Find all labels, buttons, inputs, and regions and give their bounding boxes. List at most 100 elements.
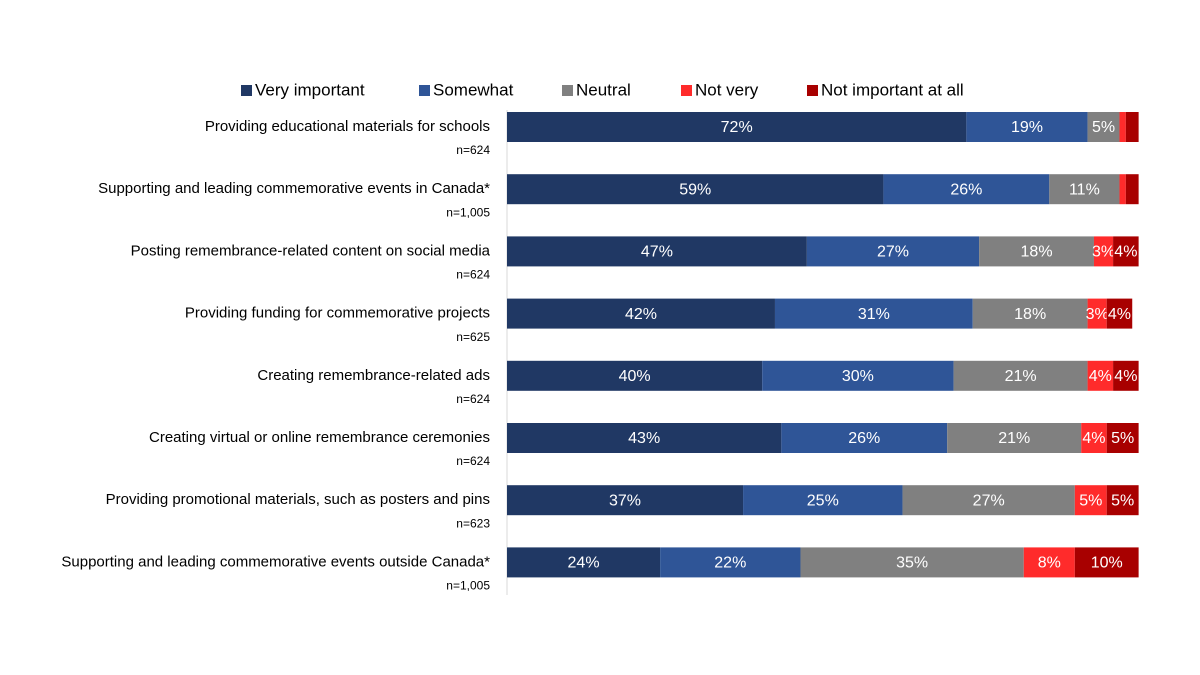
bar-segment: [660, 547, 801, 578]
value-label: 5%: [1111, 492, 1134, 509]
value-label: 27%: [877, 244, 909, 261]
value-label: 72%: [721, 119, 753, 136]
bar-segment: [1125, 112, 1139, 142]
value-label: 26%: [848, 430, 880, 447]
bar-segment: [507, 423, 782, 453]
bar-segment: [762, 360, 954, 391]
bar-segment: [1087, 112, 1120, 142]
sample-size: n=1,005: [446, 205, 490, 219]
legend-label: Very important: [255, 80, 365, 99]
bar-segment: [1049, 174, 1120, 205]
value-label: 18%: [1014, 306, 1046, 323]
sample-size: n=624: [456, 268, 490, 282]
value-label: 10%: [1091, 555, 1123, 572]
bar-segment: [1113, 360, 1139, 391]
bar-segment: [1106, 298, 1133, 329]
sample-size: n=624: [456, 143, 490, 157]
value-label: 22%: [714, 555, 746, 572]
bar-segment: [947, 423, 1082, 453]
value-label: 43%: [628, 430, 660, 447]
bar-segment: [1119, 112, 1126, 142]
value-label: 19%: [1011, 119, 1043, 136]
bar-segment: [966, 112, 1088, 142]
value-label: 21%: [998, 430, 1030, 447]
bar-segment: [800, 547, 1024, 578]
bar-segment: [979, 236, 1094, 267]
legend-swatch: [241, 85, 252, 96]
sample-size: n=624: [456, 392, 490, 406]
bar-segment: [1119, 174, 1126, 205]
value-label: 47%: [641, 244, 673, 261]
bar-segment: [972, 298, 1088, 329]
category-label: Providing educational materials for scho…: [205, 118, 490, 135]
legend-label: Neutral: [576, 80, 631, 99]
bar-segment: [883, 174, 1050, 205]
value-label: 4%: [1089, 368, 1112, 385]
value-label: 25%: [807, 492, 839, 509]
category-label: Providing funding for commemorative proj…: [185, 305, 490, 322]
value-label: 35%: [896, 555, 928, 572]
bar-segment: [806, 236, 980, 267]
value-label: 5%: [1079, 492, 1102, 509]
bar-segment: [507, 485, 744, 516]
value-label: 30%: [842, 368, 874, 385]
bar-segment: [743, 485, 903, 516]
bar-segment: [1087, 360, 1114, 391]
value-label: 4%: [1082, 430, 1105, 447]
value-label: 4%: [1108, 306, 1131, 323]
bar-segment: [1106, 485, 1139, 516]
value-label: 31%: [858, 306, 890, 323]
bar-segment: [1125, 174, 1139, 205]
bar-segment: [507, 174, 884, 205]
legend-label: Somewhat: [433, 80, 514, 99]
bar-segment: [1074, 485, 1107, 516]
value-label: 8%: [1038, 555, 1061, 572]
category-label: Supporting and leading commemorative eve…: [98, 180, 490, 197]
bar-segment: [902, 485, 1075, 516]
category-label: Providing promotional materials, such as…: [106, 491, 490, 508]
sample-size: n=1,005: [446, 579, 490, 593]
value-label: 40%: [619, 368, 651, 385]
legend-label: Not important at all: [821, 80, 964, 99]
value-label: 3%: [1092, 244, 1115, 261]
category-label: Creating remembrance-related ads: [257, 367, 490, 384]
category-label: Supporting and leading commemorative eve…: [61, 553, 490, 570]
value-label: 3%: [1086, 306, 1109, 323]
bar-segment: [1093, 236, 1114, 267]
value-label: 5%: [1111, 430, 1134, 447]
legend-swatch: [807, 85, 818, 96]
bar-segment: [1023, 547, 1075, 578]
value-label: 24%: [568, 555, 600, 572]
bar-segment: [781, 423, 948, 453]
legend-swatch: [419, 85, 430, 96]
bar-segment: [1113, 236, 1139, 267]
value-label: 4%: [1114, 244, 1137, 261]
bar-segment: [507, 112, 967, 142]
value-label: 27%: [973, 492, 1005, 509]
bar-segment: [1087, 298, 1107, 329]
bar-segment: [1106, 423, 1139, 453]
bar-segment: [507, 547, 661, 578]
value-label: 42%: [625, 306, 657, 323]
bar-segment: [774, 298, 973, 329]
value-label: 37%: [609, 492, 641, 509]
category-label: Posting remembrance-related content on s…: [131, 242, 491, 259]
legend-swatch: [681, 85, 692, 96]
legend-swatch: [562, 85, 573, 96]
bar-segment: [507, 236, 807, 267]
bar-segment: [507, 360, 763, 391]
bar-segment: [1074, 547, 1139, 578]
value-label: 18%: [1021, 244, 1053, 261]
value-label: 5%: [1092, 119, 1115, 136]
value-label: 4%: [1114, 368, 1137, 385]
sample-size: n=625: [456, 330, 490, 344]
value-label: 11%: [1069, 181, 1100, 198]
legend-label: Not very: [695, 80, 759, 99]
sample-size: n=624: [456, 454, 490, 468]
category-label: Creating virtual or online remembrance c…: [149, 429, 490, 446]
sample-size: n=623: [456, 516, 490, 530]
value-label: 21%: [1005, 368, 1037, 385]
value-label: 26%: [950, 181, 982, 198]
bar-segment: [507, 298, 775, 329]
